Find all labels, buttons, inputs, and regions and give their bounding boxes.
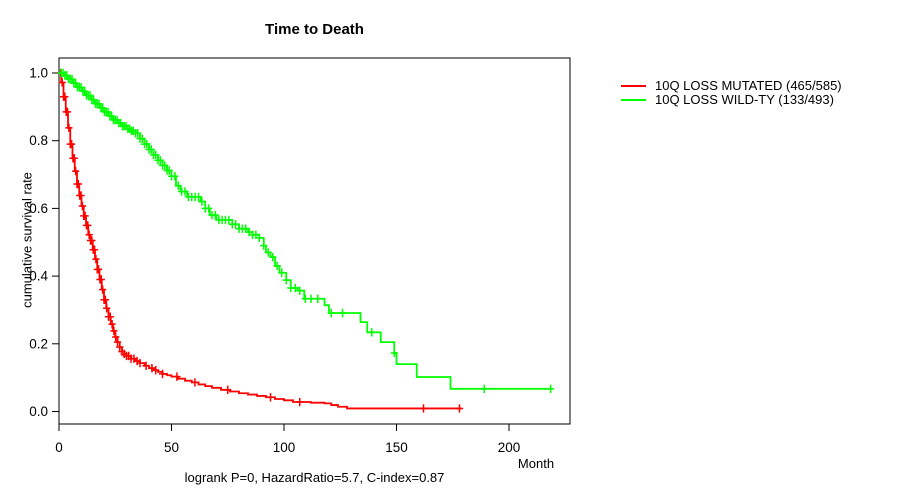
legend: 10Q LOSS MUTATED (465/585) 10Q LOSS WILD…	[621, 79, 842, 107]
legend-line-green	[621, 99, 646, 101]
plot-box	[58, 57, 571, 425]
y-tick-label: 0.8	[29, 133, 48, 148]
legend-label-wildtype: 10Q LOSS WILD-TY (133/493)	[655, 92, 834, 107]
legend-item-mutated: 10Q LOSS MUTATED (465/585)	[621, 79, 842, 93]
x-tick-label: 0	[55, 440, 63, 455]
y-tick-label: 0.2	[29, 336, 48, 351]
survival-curve-wildtype	[59, 72, 550, 390]
legend-item-wildtype: 10Q LOSS WILD-TY (133/493)	[621, 93, 842, 107]
x-tick-label: 50	[164, 440, 179, 455]
y-tick-label: 0.4	[29, 269, 48, 284]
x-axis-label: Month	[517, 456, 555, 471]
y-axis-label: cumulative survival rate	[19, 172, 35, 308]
y-tick-label: 0.0	[29, 404, 48, 419]
legend-line-red	[621, 85, 646, 87]
chart-title: Time to Death	[265, 21, 364, 38]
y-tick-label: 1.0	[29, 66, 48, 81]
x-tick-label: 200	[498, 440, 521, 455]
censor-marks-wildtype	[57, 68, 555, 394]
x-tick-label: 150	[385, 440, 408, 455]
x-tick-label: 100	[273, 440, 296, 455]
y-tick-label: 0.6	[29, 201, 48, 216]
stats-annotation: logrank P=0, HazardRatio=5.7, C-index=0.…	[184, 470, 445, 485]
legend-label-mutated: 10Q LOSS MUTATED (465/585)	[655, 78, 842, 93]
